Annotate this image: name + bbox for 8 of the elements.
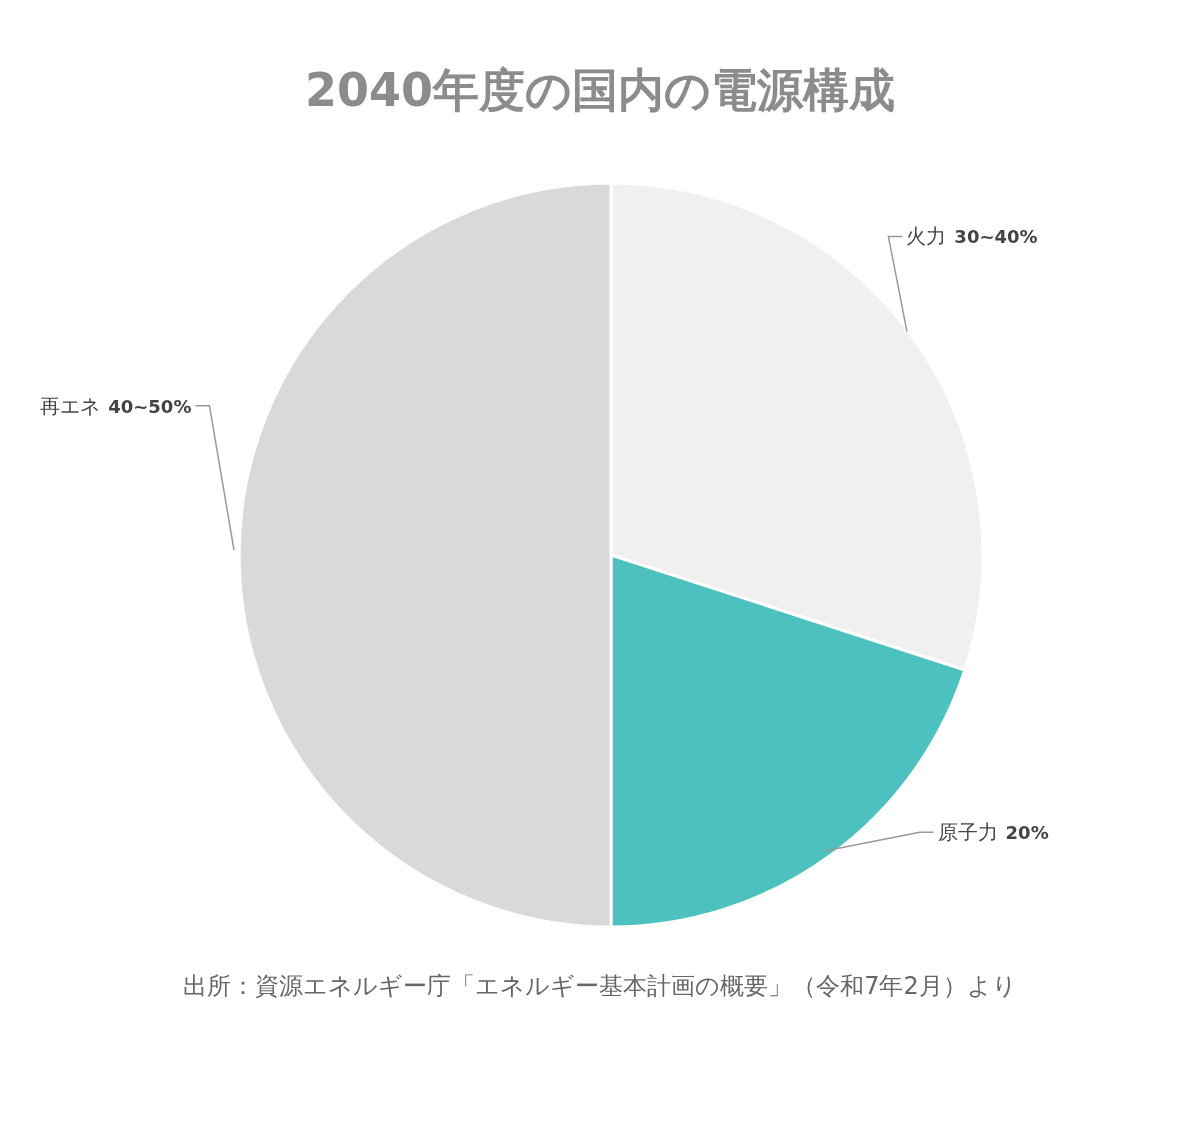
chart-title: 2040年度の国内の電源構成 xyxy=(304,62,896,119)
slice-label: 火力 xyxy=(906,224,947,249)
data-label: 30~40% xyxy=(954,226,1038,248)
data-label: 40~50% xyxy=(108,395,192,417)
slice-label: 原子力 xyxy=(937,820,998,845)
slice-label: 再エネ xyxy=(40,393,101,418)
text: 出所：資源エネルギー庁「エネルギー基本計画の概要」（令和7年2月）より xyxy=(182,971,1018,1002)
data-label: 20% xyxy=(1005,822,1049,844)
